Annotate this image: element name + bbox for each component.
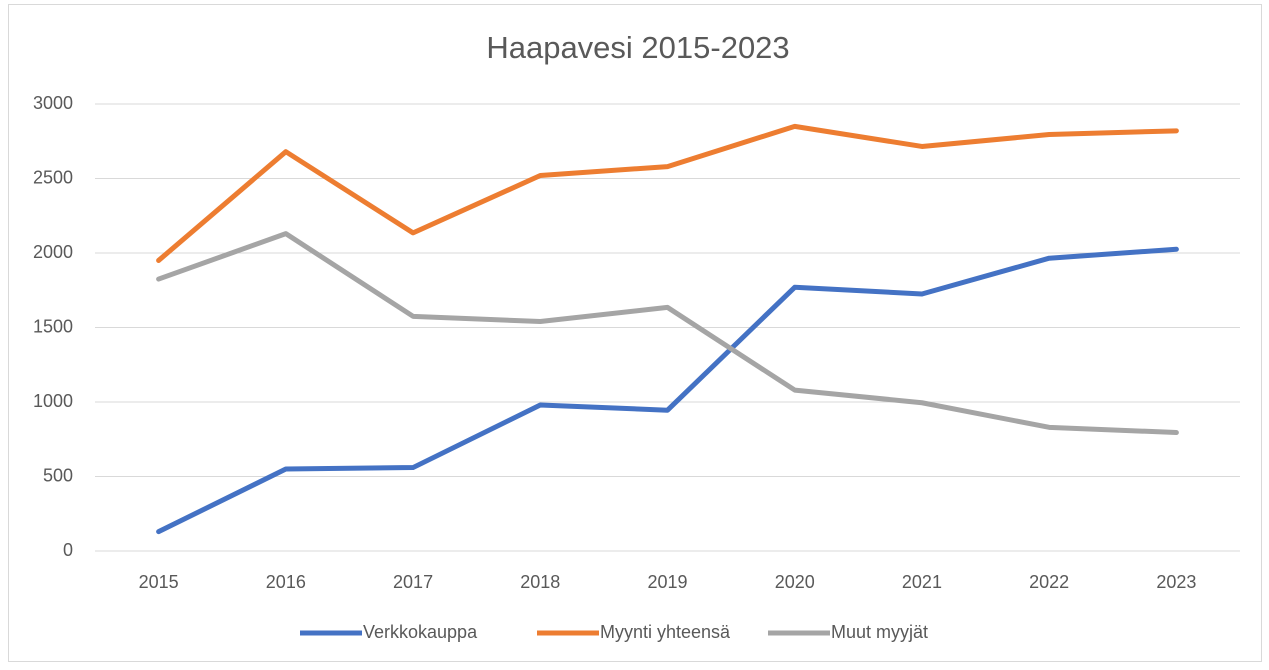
legend-label: Verkkokauppa [363,622,478,642]
line-series [156,123,1179,263]
y-tick-label: 1000 [33,391,73,411]
x-tick-label: 2019 [647,572,687,592]
y-tick-label: 2000 [33,242,73,262]
x-tick-label: 2015 [139,572,179,592]
x-tick-label: 2016 [266,572,306,592]
line-series [156,246,1179,535]
y-tick-label: 1500 [33,316,73,336]
y-tick-label: 500 [43,465,73,485]
x-tick-label: 2021 [902,572,942,592]
x-tick-label: 2022 [1029,572,1069,592]
chart-border [8,4,1262,662]
x-tick-label: 2020 [775,572,815,592]
y-tick-label: 3000 [33,93,73,113]
legend-label: Myynti yhteensä [600,622,731,642]
x-tick-label: 2018 [520,572,560,592]
chart-title: Haapavesi 2015-2023 [486,30,789,65]
y-tick-label: 2500 [33,167,73,187]
x-tick-label: 2023 [1156,572,1196,592]
line-series [156,231,1179,436]
y-tick-label: 0 [63,540,73,560]
legend-label: Muut myyjät [831,622,928,642]
x-tick-label: 2017 [393,572,433,592]
